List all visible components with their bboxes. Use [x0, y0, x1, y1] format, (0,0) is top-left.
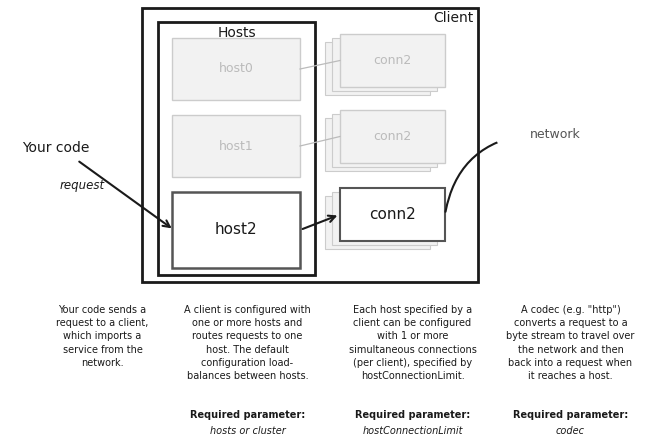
Text: Client: Client	[433, 11, 474, 25]
Text: conn2: conn2	[373, 54, 412, 67]
FancyBboxPatch shape	[340, 188, 445, 241]
Text: conn2: conn2	[373, 130, 412, 143]
Circle shape	[521, 110, 552, 141]
Text: Required parameter:: Required parameter:	[355, 410, 470, 420]
FancyBboxPatch shape	[332, 192, 437, 245]
FancyBboxPatch shape	[325, 196, 430, 249]
Circle shape	[536, 99, 574, 137]
Circle shape	[551, 131, 578, 158]
FancyBboxPatch shape	[325, 42, 430, 95]
Text: conn2: conn2	[369, 207, 416, 222]
FancyBboxPatch shape	[325, 118, 430, 171]
Text: host1: host1	[219, 139, 253, 152]
Text: request: request	[60, 178, 105, 191]
FancyBboxPatch shape	[172, 38, 300, 100]
Text: network: network	[530, 129, 580, 142]
Circle shape	[515, 125, 542, 152]
FancyBboxPatch shape	[340, 110, 445, 163]
FancyBboxPatch shape	[172, 115, 300, 177]
Circle shape	[558, 110, 589, 141]
Text: hostConnectionLimit: hostConnectionLimit	[362, 426, 462, 436]
Text: codec: codec	[556, 426, 585, 436]
Ellipse shape	[495, 96, 615, 168]
Text: host0: host0	[219, 63, 253, 76]
FancyBboxPatch shape	[332, 38, 437, 91]
Circle shape	[532, 131, 559, 158]
Text: Each host specified by a
client can be configured
with 1 or more
simultaneous co: Each host specified by a client can be c…	[348, 305, 477, 381]
Text: Your code: Your code	[22, 141, 90, 155]
Text: Your code sends a
request to a client,
which imports a
service from the
network.: Your code sends a request to a client, w…	[56, 305, 149, 368]
FancyBboxPatch shape	[158, 22, 315, 275]
Text: A codec (e.g. "http")
converts a request to a
byte stream to travel over
the net: A codec (e.g. "http") converts a request…	[506, 305, 635, 381]
Text: Required parameter:: Required parameter:	[513, 410, 628, 420]
Text: Required parameter:: Required parameter:	[190, 410, 305, 420]
Text: host2: host2	[215, 223, 257, 237]
Text: Hosts: Hosts	[217, 26, 256, 40]
FancyBboxPatch shape	[172, 192, 300, 268]
Text: A client is configured with
one or more hosts and
routes requests to one
host. T: A client is configured with one or more …	[184, 305, 311, 381]
FancyBboxPatch shape	[142, 8, 478, 282]
Text: hosts or cluster: hosts or cluster	[210, 426, 285, 436]
Circle shape	[568, 125, 595, 152]
FancyBboxPatch shape	[332, 114, 437, 167]
FancyBboxPatch shape	[340, 34, 445, 87]
